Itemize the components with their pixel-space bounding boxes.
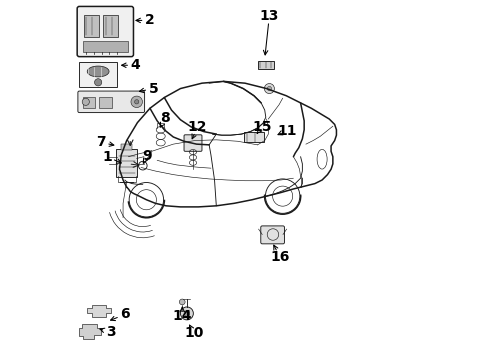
- Text: 11: 11: [277, 123, 297, 138]
- Bar: [79, 62, 117, 87]
- Bar: [83, 97, 96, 108]
- FancyBboxPatch shape: [258, 61, 274, 69]
- Circle shape: [95, 79, 102, 86]
- FancyBboxPatch shape: [116, 149, 137, 177]
- Bar: [84, 15, 98, 37]
- Circle shape: [267, 86, 271, 91]
- Circle shape: [135, 100, 139, 104]
- Circle shape: [265, 84, 274, 94]
- Circle shape: [82, 98, 89, 105]
- Text: 8: 8: [161, 111, 170, 125]
- Bar: [99, 97, 112, 108]
- Circle shape: [184, 311, 190, 316]
- Polygon shape: [87, 305, 111, 318]
- Circle shape: [179, 299, 185, 305]
- Text: 6: 6: [120, 307, 130, 321]
- Text: 13: 13: [260, 9, 279, 23]
- FancyBboxPatch shape: [77, 6, 133, 57]
- Text: 9: 9: [143, 149, 152, 163]
- Circle shape: [180, 307, 194, 320]
- Ellipse shape: [87, 66, 109, 77]
- Text: 1: 1: [102, 150, 112, 164]
- Text: 12: 12: [188, 120, 207, 134]
- FancyBboxPatch shape: [261, 226, 285, 244]
- FancyBboxPatch shape: [184, 135, 202, 151]
- Text: 3: 3: [106, 325, 115, 339]
- Text: 10: 10: [184, 327, 204, 341]
- FancyBboxPatch shape: [78, 91, 145, 113]
- Text: 15: 15: [252, 120, 272, 134]
- Bar: [83, 41, 128, 51]
- Text: 7: 7: [96, 135, 106, 149]
- FancyBboxPatch shape: [245, 132, 264, 142]
- Text: 16: 16: [270, 250, 290, 264]
- Bar: [122, 144, 132, 149]
- Circle shape: [131, 96, 143, 108]
- Polygon shape: [79, 324, 101, 338]
- Text: 4: 4: [131, 58, 141, 72]
- Bar: [103, 15, 119, 37]
- Text: 14: 14: [172, 309, 192, 323]
- Text: 2: 2: [145, 13, 155, 27]
- Text: 5: 5: [148, 82, 158, 95]
